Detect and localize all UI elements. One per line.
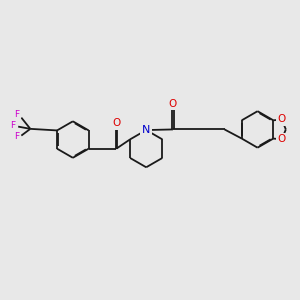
- Text: F: F: [10, 121, 15, 130]
- Text: O: O: [278, 134, 286, 144]
- Text: F: F: [14, 132, 20, 141]
- Text: O: O: [112, 118, 121, 128]
- Text: F: F: [14, 110, 20, 119]
- Text: N: N: [142, 125, 150, 135]
- Text: O: O: [169, 99, 177, 109]
- Text: O: O: [278, 115, 286, 124]
